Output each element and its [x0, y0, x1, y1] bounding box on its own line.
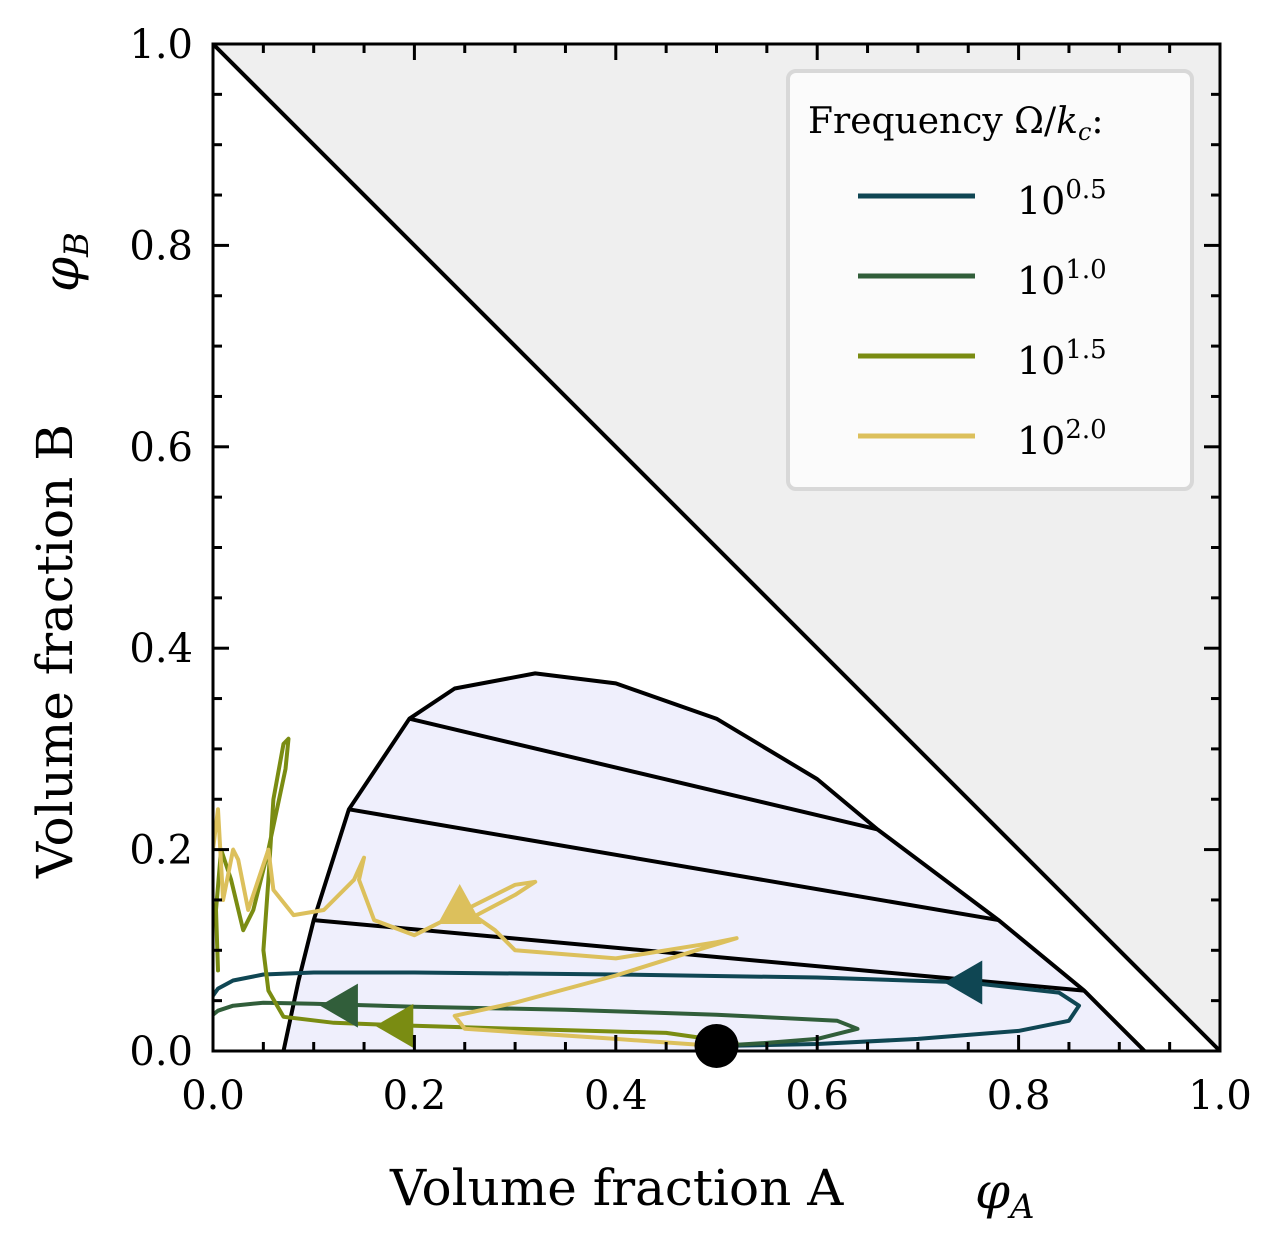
series-arrow-3	[375, 1003, 414, 1048]
y-tick-label: 0.8	[129, 223, 193, 269]
legend-entries: 100.5 101.0 101.5 102.0	[858, 175, 1107, 463]
y-tick-label: 0.4	[129, 626, 193, 672]
tie-line-1	[408, 716, 879, 832]
x-tick-label: 1.0	[1188, 1073, 1252, 1119]
legend-box	[786, 69, 1194, 491]
legend-label-3: 101.5	[1017, 335, 1107, 383]
series-line-1	[213, 970, 1081, 1048]
series-arrow-4	[437, 884, 482, 925]
legend-label-1: 100.5	[1017, 175, 1107, 223]
legend-label-2: 101.0	[1017, 255, 1107, 303]
y-tick-label: 1.0	[129, 22, 193, 68]
x-tick-label: 0.8	[987, 1073, 1051, 1119]
y-tick-label: 0.0	[129, 1029, 193, 1075]
x-tick-label: 0.4	[584, 1073, 648, 1119]
x-tick-label: 0.6	[785, 1073, 849, 1119]
legend-label-4: 102.0	[1017, 415, 1107, 463]
binodal-region	[283, 673, 1145, 1051]
x-tick-label: 0.2	[383, 1073, 447, 1119]
x-axis-symbol: φA	[975, 1162, 1035, 1227]
diagonal-boundary	[211, 42, 1222, 1053]
tie-line-2	[348, 807, 999, 923]
binodal-curve	[281, 671, 1146, 1053]
y-tick-label: 0.6	[129, 425, 193, 471]
x-axis-label: Volume fraction A	[389, 1159, 844, 1217]
ticks	[211, 42, 1222, 1053]
legend-title: Frequency Ω/kc:	[808, 101, 1104, 146]
tick-labels: 0.0 0.2 0.4 0.6 0.8 1.0 0.0 0.2 0.4 0.6 0.8 1.0	[129, 22, 1251, 1119]
y-axis-symbol: φB	[32, 232, 97, 292]
y-tick-label: 0.2	[129, 828, 193, 874]
legend: Frequency Ω/kc: 100.5 101.0 101.5 102.0	[786, 69, 1194, 491]
series-arrow-2	[319, 983, 358, 1028]
x-tick-label: 0.0	[181, 1073, 245, 1119]
y-axis-label: Volume fraction B	[26, 424, 84, 879]
series-arrow-1	[944, 960, 983, 1005]
